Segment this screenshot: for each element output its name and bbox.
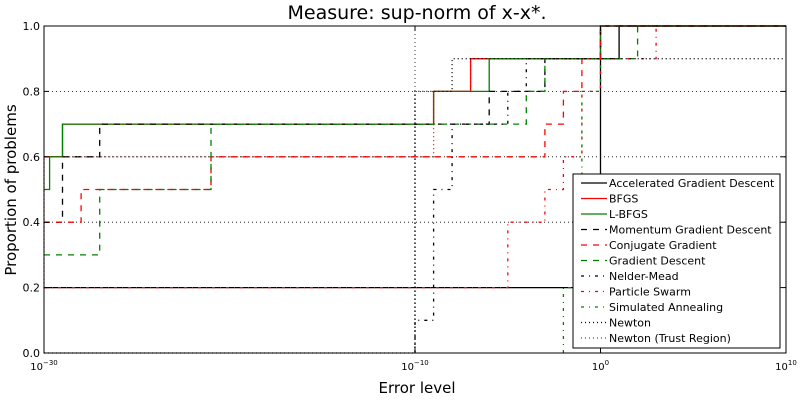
legend-box [572, 173, 781, 349]
legend-entry: Newton [609, 317, 651, 330]
legend-entry: Nelder-Mead [609, 270, 679, 283]
x-ticks: 10−30 10−10 100 1010 [30, 26, 797, 373]
series-line-5 [44, 25, 786, 256]
legend-entry: Simulated Annealing [609, 301, 723, 314]
x-tick-label: 10−10 [401, 359, 429, 373]
legend: Accelerated Gradient Descent BFGS L-BFGS Mo… [572, 173, 781, 349]
y-tick-label: 0.4 [23, 216, 41, 229]
legend-entry: Accelerated Gradient Descent [609, 177, 775, 190]
x-tick-label: 10−30 [30, 359, 58, 373]
legend-entry: Newton (Trust Region) [609, 332, 731, 345]
y-tick-label: 1.0 [23, 20, 41, 33]
y-ticks: 0.0 0.2 0.4 0.6 0.8 1.0 [23, 20, 786, 360]
chart-title: Measure: sup-norm of x-x*. [288, 2, 547, 24]
y-axis-label: Proportion of problems [2, 104, 20, 275]
x-tick-label: 1010 [775, 359, 797, 373]
x-tick-label: 100 [592, 359, 609, 373]
legend-entry: L-BFGS [609, 208, 648, 221]
y-tick-label: 0.6 [23, 151, 41, 164]
legend-entry: Particle Swarm [609, 286, 691, 299]
legend-entry: Conjugate Gradient [609, 239, 717, 252]
x-axis-label: Error level [379, 379, 456, 397]
series-line-7 [44, 25, 786, 289]
legend-entry: Gradient Descent [609, 255, 706, 268]
y-tick-label: 0.8 [23, 85, 41, 98]
y-tick-label: 0.0 [23, 347, 41, 360]
legend-entry: Momentum Gradient Descent [609, 224, 772, 237]
series-layer [43, 25, 786, 354]
y-tick-label: 0.2 [23, 282, 41, 295]
series-line-10 [43, 25, 786, 288]
legend-entry: BFGS [609, 193, 638, 206]
